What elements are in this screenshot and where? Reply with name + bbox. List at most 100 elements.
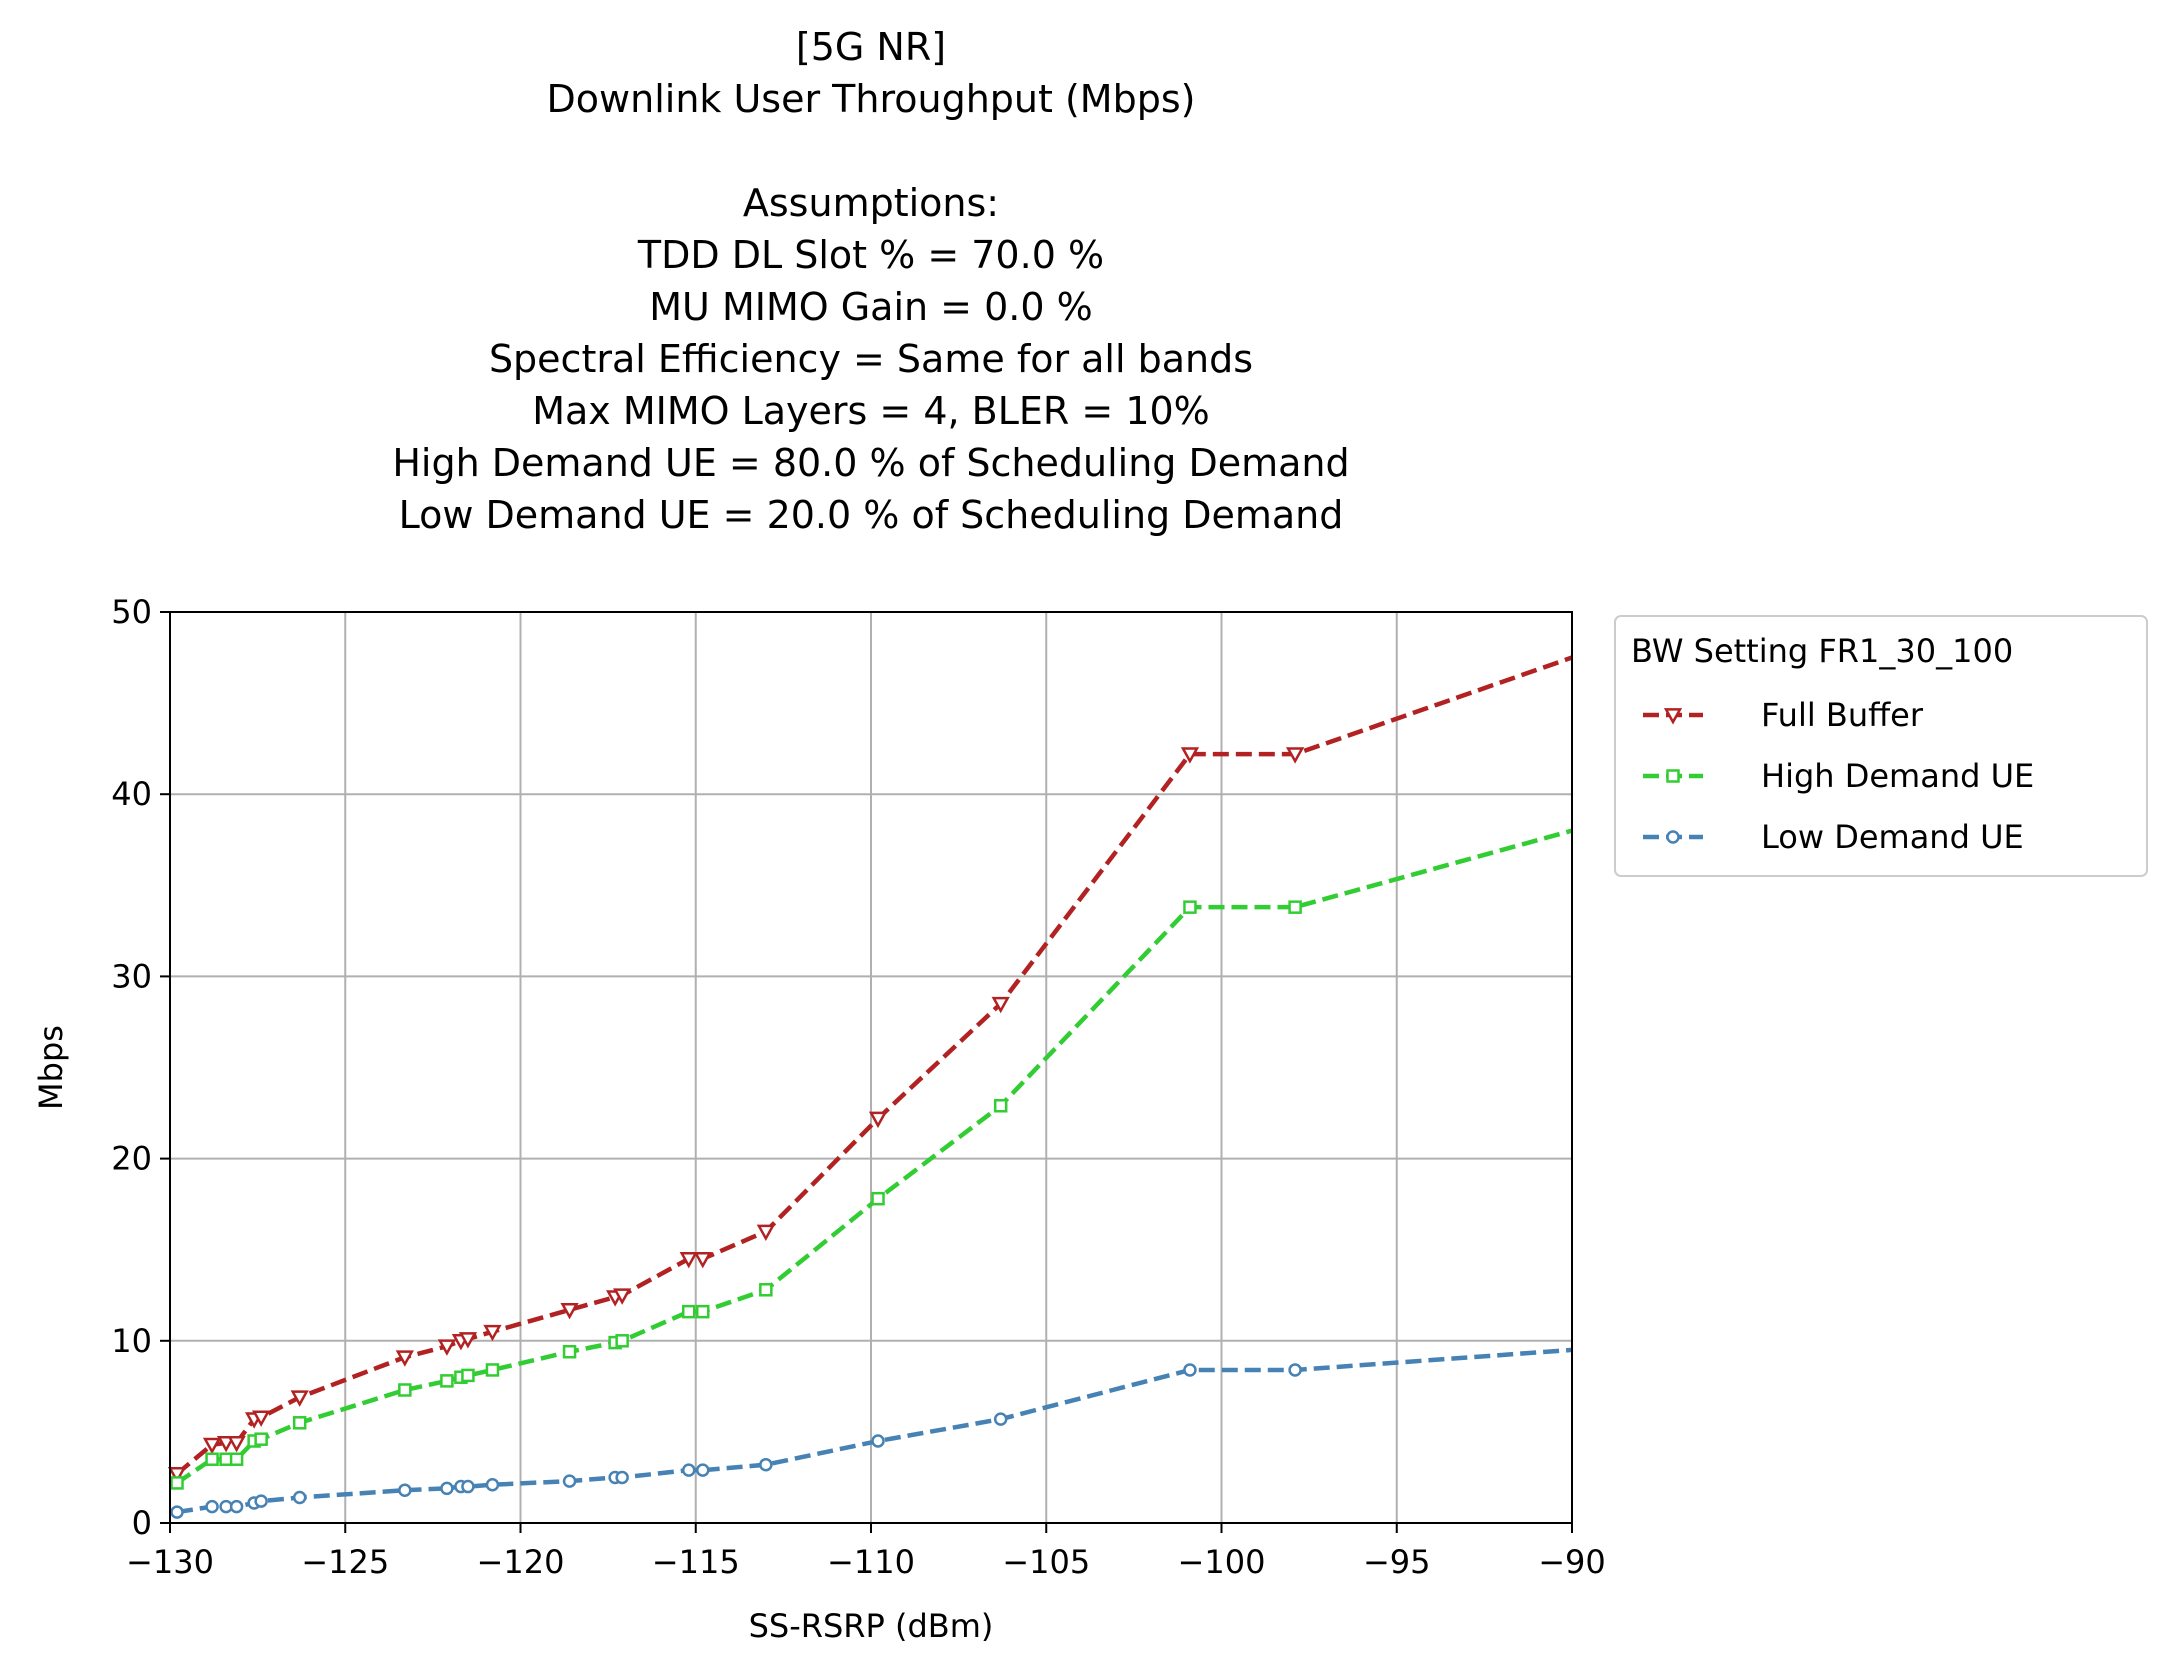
chart-title: [5G NR] Downlink User Throughput (Mbps) As… [392,25,1349,537]
legend-box [1614,615,2148,877]
x-axis-label: SS-RSRP (dBm) [749,1607,994,1645]
data-point [1288,1363,1302,1377]
data-point [993,1099,1008,1113]
data-point [1183,1363,1197,1377]
x-tick-label: −125 [301,1543,389,1581]
legend[interactable]: BW Setting FR1_30_100 Full Buffer High De… [1614,615,2148,877]
series-high-demand-ue [170,828,1573,1490]
data-point [759,1283,773,1297]
y-axis-label: Mbps [32,1025,70,1110]
y-tick-label: 30 [111,957,152,995]
data-point [681,1304,696,1319]
x-tick-label: −120 [477,1543,565,1581]
legend-items: Full Buffer High Demand UE Low Demand UE [1643,696,2034,856]
x-tick-label: −105 [1002,1543,1090,1581]
data-point [993,1412,1008,1426]
data-point [229,1452,244,1466]
grid [169,611,1573,1524]
data-point [681,1463,696,1477]
legend-label: Full Buffer [1761,696,1924,734]
series-line [175,828,1573,1485]
y-tick-label: 10 [111,1322,152,1360]
x-tick-label: −110 [827,1543,915,1581]
y-tick-label: 50 [111,593,152,631]
title-line: [5G NR] [796,25,946,69]
data-point [615,1334,629,1348]
x-tick-label: −90 [1538,1543,1606,1581]
data-point [395,1350,414,1367]
data-point [170,1505,184,1519]
data-point [461,1368,475,1383]
series-lines [167,655,1573,1519]
data-point [1183,900,1197,914]
series-low-demand-ue [170,1347,1573,1519]
data-point [290,1390,309,1407]
data-point [613,1288,632,1305]
data-point [679,1251,698,1269]
x-tick-label: −115 [652,1543,740,1581]
data-point [437,1339,457,1356]
data-point [205,1499,219,1514]
data-point [485,1363,500,1377]
title-line: Downlink User Throughput (Mbps) [547,77,1196,121]
legend-item[interactable]: Full Buffer [1643,696,1924,734]
data-point [202,1437,222,1455]
data-point [562,1344,577,1359]
data-point [227,1435,246,1453]
legend-label: High Demand UE [1761,757,2034,795]
data-point [1285,747,1305,764]
y-tick-label: 0 [132,1504,152,1542]
data-point [1288,900,1302,914]
data-point [560,1302,579,1320]
data-point [254,1494,268,1508]
series-full-buffer [167,655,1573,1484]
legend-marker [1666,830,1680,844]
data-point [562,1474,577,1488]
data-point [292,1490,307,1505]
data-point [170,1476,184,1490]
title-line: Max MIMO Layers = 4, BLER = 10% [532,389,1210,433]
title-line: Low Demand UE = 20.0 % of Scheduling Dem… [399,493,1344,537]
legend-item[interactable]: Low Demand UE [1643,818,2024,856]
data-point [693,1251,712,1269]
series-line [176,1347,1573,1515]
series-line [175,655,1573,1476]
title-line: Assumptions: [743,181,999,225]
legend-title: BW Setting FR1_30_100 [1631,632,2013,670]
data-point [759,1457,773,1472]
data-point [696,1463,710,1477]
data-point [461,1479,475,1494]
legend-marker [1663,708,1683,725]
data-point [868,1111,888,1129]
legend-label: Low Demand UE [1761,818,2024,856]
y-axis: 0 10 20 30 40 50 [111,593,170,1542]
legend-marker [1666,769,1680,783]
x-tick-label: −130 [126,1543,214,1581]
y-tick-label: 40 [111,775,152,813]
data-point [485,1477,500,1492]
data-point [991,996,1010,1014]
data-point [615,1470,629,1485]
data-point [398,1483,412,1497]
data-point [252,1410,271,1427]
data-point [398,1383,412,1397]
data-point [871,1191,885,1206]
data-point [229,1499,244,1514]
data-point [458,1332,478,1349]
data-point [292,1416,307,1430]
data-point [167,1466,187,1484]
x-axis: −130 −125 −120 −115 −110 −105 −100 −95 −90 [126,1523,1606,1581]
x-tick-label: −100 [1178,1543,1266,1581]
data-point [216,1435,236,1453]
legend-item[interactable]: High Demand UE [1643,757,2034,795]
data-point [483,1324,502,1342]
data-point [871,1434,885,1448]
data-point [696,1304,710,1319]
data-point [1180,747,1200,764]
data-point [756,1224,775,1242]
x-tick-label: −95 [1363,1543,1431,1581]
title-line: High Demand UE = 80.0 % of Scheduling De… [392,441,1349,485]
data-point [254,1432,268,1446]
data-point [440,1481,454,1496]
